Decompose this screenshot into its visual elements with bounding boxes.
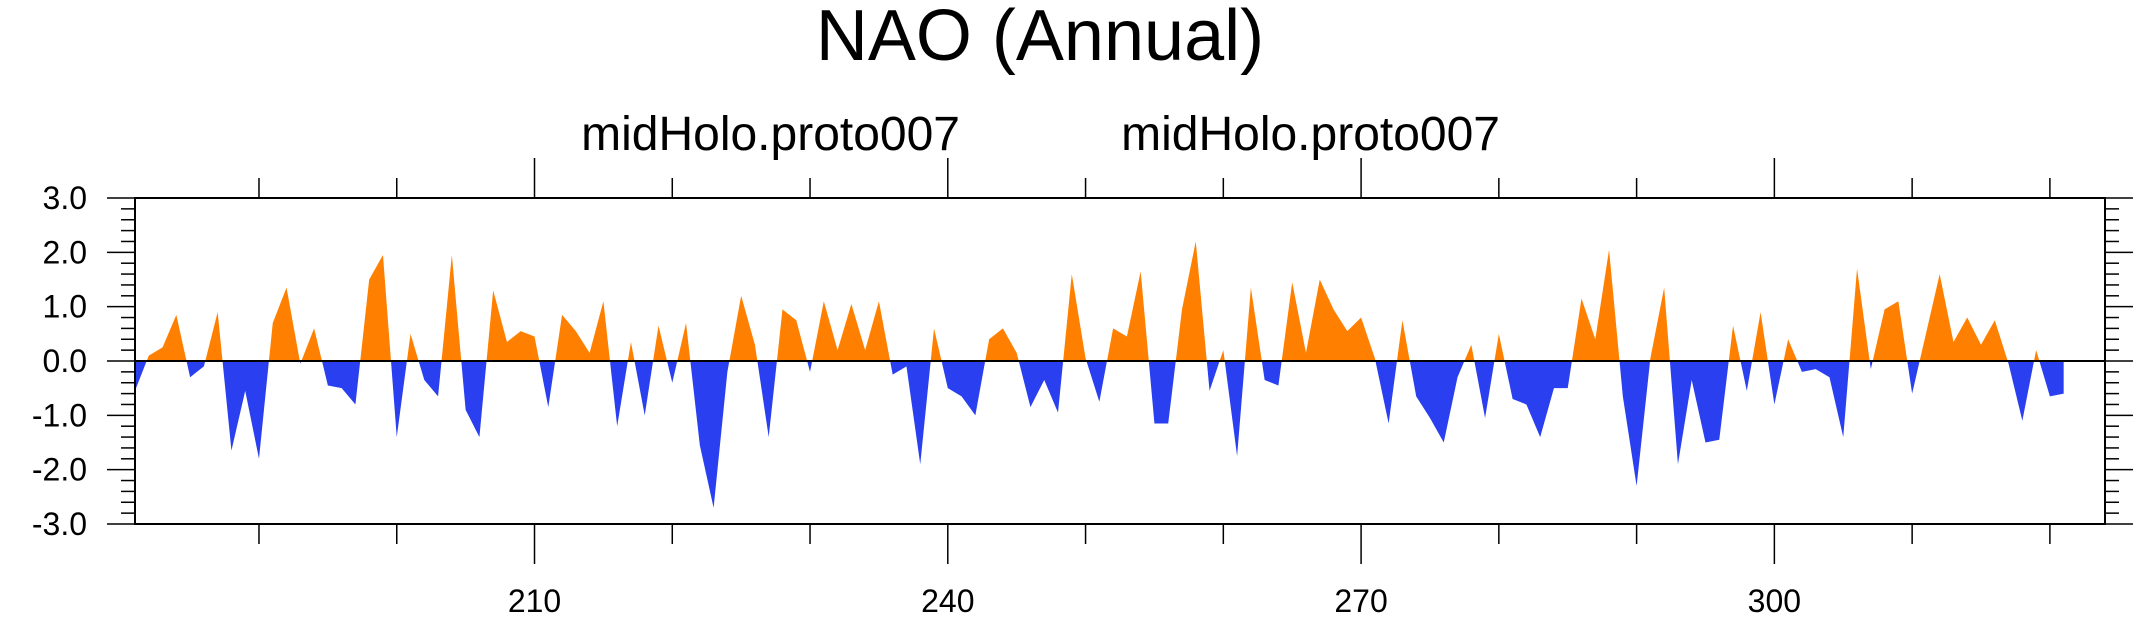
y-tick-label: 3.0	[43, 180, 87, 216]
axis-ticks	[107, 158, 2133, 564]
y-tick-label: 2.0	[43, 234, 87, 270]
y-tick-label: -3.0	[32, 506, 87, 542]
x-tick-label: 240	[921, 583, 974, 619]
positive-area	[135, 241, 2064, 361]
y-tick-label: 1.0	[43, 289, 87, 325]
x-tick-label: 300	[1748, 583, 1801, 619]
chart-subtitle-left: midHolo.proto007	[581, 108, 960, 161]
chart-title: NAO (Annual)	[816, 0, 1264, 76]
x-tick-label: 270	[1334, 583, 1387, 619]
plot-area	[135, 241, 2105, 508]
chart-subtitle-right: midHolo.proto007	[1121, 108, 1500, 161]
y-tick-label: -2.0	[32, 452, 87, 488]
y-tick-label: 0.0	[43, 343, 87, 379]
x-tick-label: 210	[508, 583, 561, 619]
y-axis-tick-labels: 3.0 2.0 1.0 0.0 -1.0 -2.0 -3.0	[32, 180, 87, 542]
x-axis-tick-labels: 210 240 270 300	[508, 583, 1801, 619]
negative-area	[135, 361, 2064, 508]
y-tick-label: -1.0	[32, 397, 87, 433]
